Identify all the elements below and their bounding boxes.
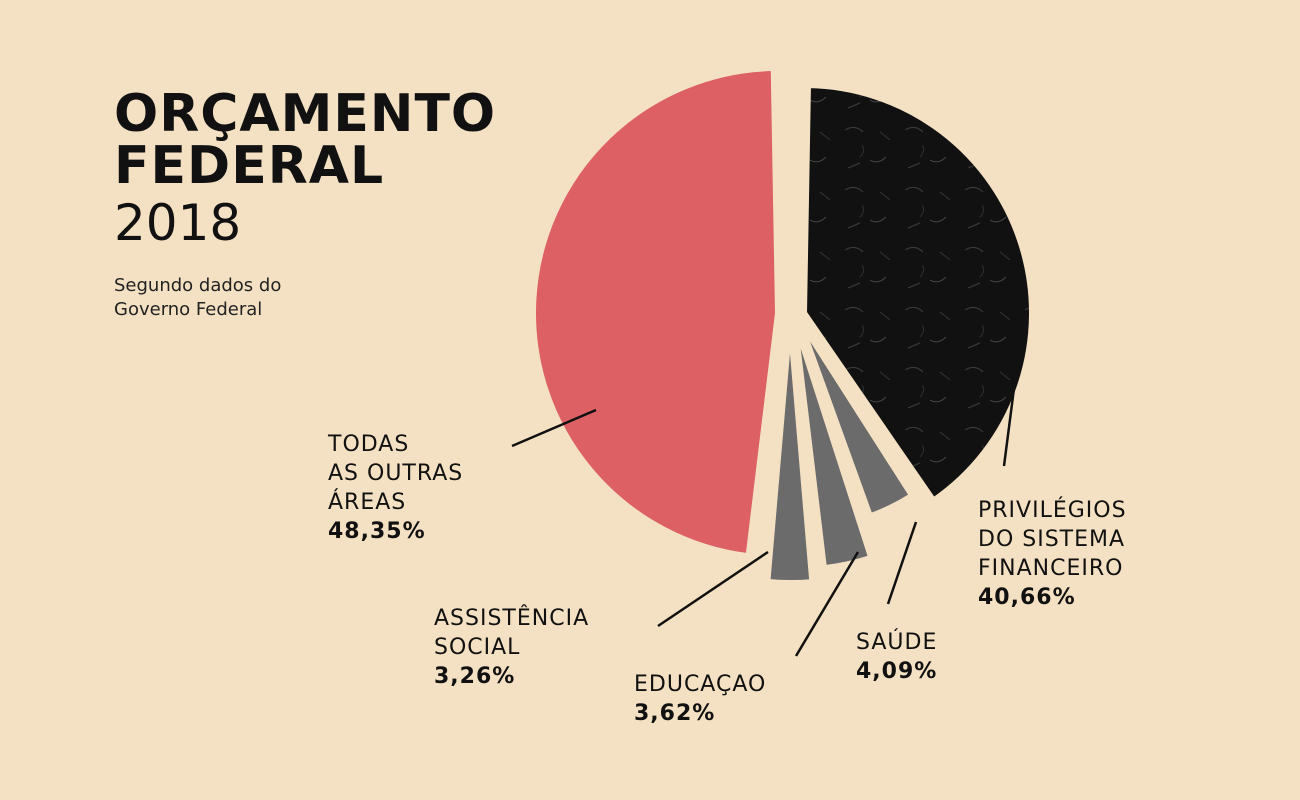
title-block: ORÇAMENTO FEDERAL 2018 bbox=[114, 88, 496, 252]
slice-name: ÁREAS bbox=[328, 490, 407, 515]
slice-name: TODAS bbox=[328, 432, 410, 457]
slice-outras bbox=[530, 65, 781, 560]
slice-label-educacao: EDUCAÇAO 3,62% bbox=[634, 670, 766, 728]
slice-label-outras: TODAS AS OUTRAS ÁREAS 48,35% bbox=[328, 430, 463, 546]
slice-name: PRIVILÉGIOS bbox=[978, 498, 1127, 523]
slice-value: 4,09% bbox=[856, 659, 938, 684]
slice-name: DO SISTEMA bbox=[978, 527, 1126, 552]
slice-value: 40,66% bbox=[978, 585, 1076, 610]
leader-line bbox=[657, 550, 769, 628]
slice-name: SOCIAL bbox=[434, 635, 521, 660]
source-note: Segundo dados do Governo Federal bbox=[114, 274, 281, 322]
leader-line bbox=[511, 408, 597, 448]
slice-name: EDUCAÇAO bbox=[634, 672, 767, 697]
slice-name: FINANCEIRO bbox=[978, 556, 1124, 581]
source-line-1: Segundo dados do bbox=[114, 275, 282, 296]
slice-financeiro bbox=[801, 82, 1035, 504]
leader-line bbox=[794, 551, 860, 657]
slice-name: SAÚDE bbox=[856, 630, 938, 655]
leader-line bbox=[1002, 341, 1022, 467]
title-line-2: FEDERAL bbox=[114, 136, 385, 196]
title-line-1: ORÇAMENTO bbox=[114, 84, 497, 144]
slice-name: ASSISTÊNCIA bbox=[434, 606, 590, 631]
slice-name: AS OUTRAS bbox=[328, 461, 464, 486]
slice-educacao bbox=[791, 315, 875, 572]
slice-value: 3,62% bbox=[634, 701, 716, 726]
slice-label-assistencia: ASSISTÊNCIA SOCIAL 3,26% bbox=[434, 604, 589, 691]
title-year: 2018 bbox=[114, 194, 242, 252]
slice-value: 3,26% bbox=[434, 664, 516, 689]
slice-label-financeiro: PRIVILÉGIOS DO SISTEMA FINANCEIRO 40,66% bbox=[978, 496, 1127, 612]
slice-label-saude: SAÚDE 4,09% bbox=[856, 628, 937, 686]
slice-saude bbox=[795, 314, 916, 520]
leader-line bbox=[886, 521, 918, 605]
slice-assistencia bbox=[764, 315, 816, 586]
slice-value: 48,35% bbox=[328, 519, 426, 544]
source-line-2: Governo Federal bbox=[114, 299, 263, 320]
